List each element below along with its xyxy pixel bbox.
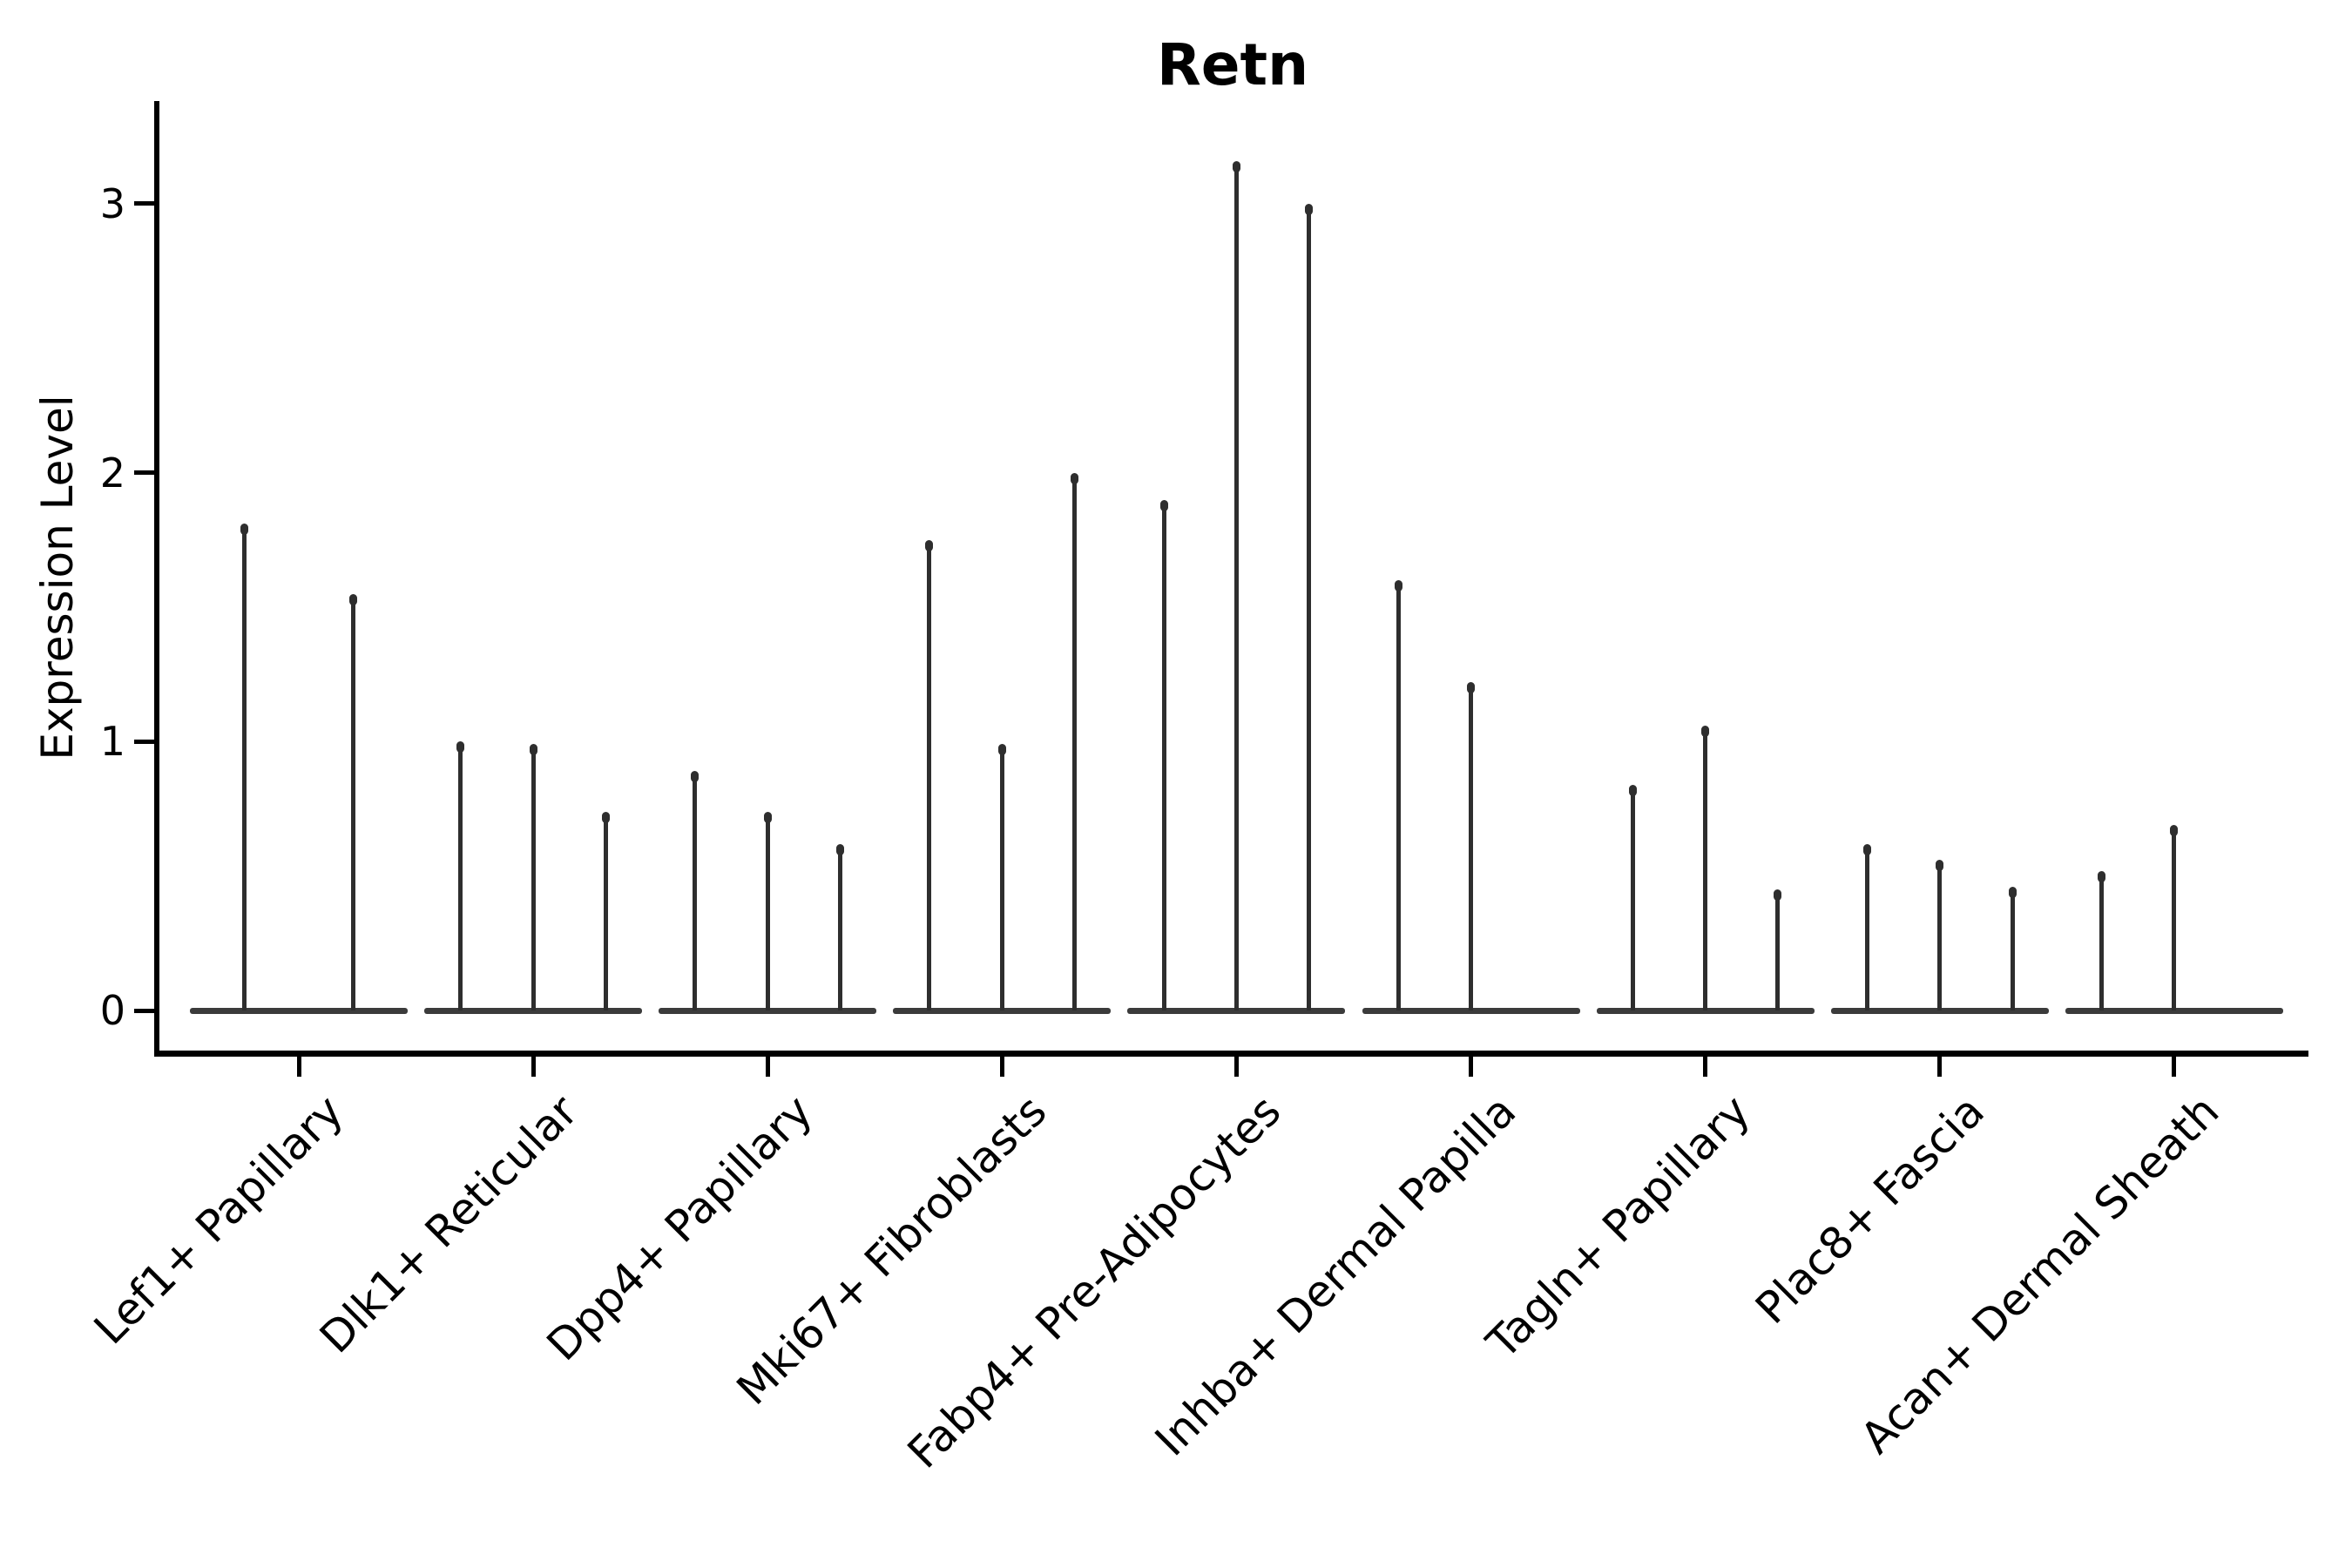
x-tick [999,1056,1004,1077]
violin-spike-tip [1774,889,1782,902]
violin-spike [1159,499,1168,1010]
violin-spike-tip [836,843,845,855]
x-tick [765,1056,770,1077]
y-axis-spine [154,101,159,1057]
violin-spike [2097,870,2105,1010]
violin-spike-tip [1071,472,1079,484]
x-tick-label: Plac8+ Fascia [1746,1085,1995,1335]
violin-spike [529,744,537,1010]
x-tick [1937,1056,1943,1077]
violin-baseline [893,1007,1112,1014]
y-tick [134,1008,154,1013]
violin-spike [691,771,700,1010]
violin-spike [1467,682,1475,1010]
violin-spike-tip [1394,580,1402,592]
violin-spike [1774,889,1782,1010]
violin-spike-tip [763,811,772,823]
violin-spike [601,811,610,1010]
violin-spike-tip [997,744,1006,756]
x-tick [2172,1056,2177,1077]
y-tick [134,470,154,476]
violin-spike-tip [1232,160,1240,172]
violin-spike-tip [349,593,357,605]
violin-spike-tip [1305,203,1314,215]
y-axis-label: Expression Level [32,395,83,760]
violin-baseline [1596,1007,1815,1014]
violin-spike-tip [1467,682,1475,694]
violin-spike-tip [2097,870,2105,882]
y-tick-label: 1 [99,718,125,766]
violin-spike-tip [1159,499,1168,511]
violin-spike-tip [1628,784,1637,796]
violin-spike [763,811,772,1010]
violin-spike-tip [925,539,934,551]
violin-spike [1936,860,1944,1010]
violin-spike [1701,725,1710,1010]
chart-title: Retn [1156,31,1309,98]
violin-spike [1071,472,1079,1010]
violin-baseline [659,1007,877,1014]
violin-baseline [2065,1007,2283,1014]
violin-spike [1628,784,1637,1010]
x-tick-label: Fabp4+ Pre-Adipocytes [898,1085,1291,1478]
violin-spike [1232,160,1240,1010]
violin-spike [1305,203,1314,1010]
violin-spike [2170,825,2179,1010]
violin-spike [349,593,357,1010]
violin-baseline [1127,1007,1346,1014]
violin-spike-tip [601,811,610,823]
violin-spike-tip [1936,860,1944,872]
y-tick-label: 2 [99,449,125,497]
y-tick [134,739,154,744]
x-tick-label: Lef1+ Papillary [84,1085,354,1355]
x-tick-label: Tagln+ Papillary [1477,1085,1760,1369]
y-tick [134,201,154,206]
x-tick [1703,1056,1708,1077]
y-tick-label: 0 [99,987,125,1034]
x-tick [296,1056,301,1077]
violin-spike [836,843,845,1010]
violin-spike-tip [2170,825,2179,837]
violin-spike-tip [456,741,465,754]
violin-spike-tip [529,744,537,756]
violin-spike-tip [691,771,700,783]
x-tick [1233,1056,1239,1077]
violin-baseline [1830,1007,2049,1014]
violin-spike [240,524,248,1010]
violin-spike-tip [240,524,248,536]
violin-baseline [424,1007,643,1014]
violin-spike-tip [1862,843,1871,855]
y-tick-label: 3 [99,179,125,227]
violin-spike [1862,843,1871,1010]
violin-spike-tip [1701,725,1710,737]
violin-spike [925,539,934,1010]
violin-spike [456,741,465,1010]
violin-spike [2008,887,2017,1010]
x-axis-spine [154,1050,2308,1057]
violin-spike [997,744,1006,1010]
x-tick-label: Dlk1+ Reticular [310,1085,588,1363]
violin-spike-tip [2008,887,2017,899]
violin-baseline [190,1007,408,1014]
violin-baseline [1362,1007,1580,1014]
x-tick [531,1056,536,1077]
violin-spike [1394,580,1402,1010]
x-tick [1469,1056,1473,1077]
